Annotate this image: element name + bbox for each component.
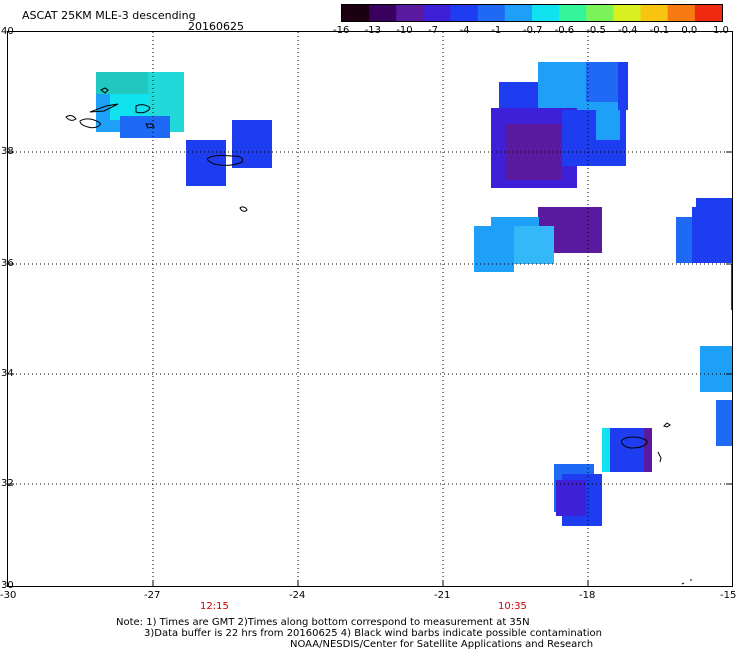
data-patch <box>692 207 732 263</box>
colorbar-tick-label: -0.6 <box>554 25 575 36</box>
colorbar-swatch <box>504 5 533 21</box>
colorbar-swatch <box>694 5 723 21</box>
lat-label-34: 34 <box>1 368 14 379</box>
lon-label-30w: -30 <box>0 590 17 601</box>
graticule <box>8 32 732 586</box>
data-patch <box>474 226 514 272</box>
colorbar-tick-label: -10 <box>396 25 413 36</box>
data-patch <box>186 140 226 186</box>
colorbar-swatch <box>369 5 397 21</box>
colorbar-swatch <box>450 5 479 21</box>
coastlines <box>65 87 692 585</box>
data-patch <box>96 72 148 94</box>
colorbar-tick-label: -1 <box>491 25 502 36</box>
colorbar-tick-label: -0.7 <box>523 25 543 36</box>
colorbar-swatch <box>396 5 424 21</box>
colorbar-swatch <box>613 5 642 21</box>
colorbar-tick-label: -7 <box>428 25 438 36</box>
colorbar-swatch <box>586 5 614 21</box>
data-patch <box>514 226 554 264</box>
colorbar-swatch <box>477 5 506 21</box>
colorbar-tick-label: -0.1 <box>649 25 670 36</box>
colorbar-tick-label: 1.0 <box>713 25 729 36</box>
data-patch <box>644 428 652 472</box>
colorbar <box>341 4 723 22</box>
swath-data <box>96 62 733 526</box>
data-patch <box>696 198 732 210</box>
pass-time-1: 12:15 <box>200 601 229 612</box>
data-patch <box>602 428 610 472</box>
data-patch <box>716 400 732 446</box>
lat-label-38: 38 <box>1 146 14 157</box>
lat-label-32: 32 <box>1 478 14 489</box>
lat-label-36: 36 <box>1 258 14 269</box>
note-line-3: NOAA/NESDIS/Center for Satellite Applica… <box>290 639 594 650</box>
colorbar-tick-label: -0.5 <box>586 25 606 36</box>
colorbar-tick-label: -13 <box>364 25 381 36</box>
note-line-2: 3)Data buffer is 22 hrs from 20160625 4)… <box>144 628 602 639</box>
lat-label-40: 40 <box>1 26 14 37</box>
data-patch <box>232 120 272 168</box>
lon-label-18w: -18 <box>579 590 596 601</box>
lon-label-27w: -27 <box>144 590 161 601</box>
map-date: 20160625 <box>188 20 244 33</box>
colorbar-tick-label: 0.0 <box>681 25 698 36</box>
axis-ticks <box>8 151 732 586</box>
colorbar-tick-label: -16 <box>333 25 350 36</box>
lon-label-21w: -21 <box>434 590 451 601</box>
data-patch <box>110 94 150 120</box>
data-patch <box>120 116 170 138</box>
data-patch <box>596 110 620 140</box>
colorbar-border <box>341 4 723 22</box>
colorbar-swatch <box>532 5 560 21</box>
colorbar-swatch <box>640 5 669 21</box>
pass-time-2: 10:35 <box>498 601 527 612</box>
note-line-1: Note: 1) Times are GMT 2)Times along bot… <box>116 617 530 628</box>
colorbar-swatch <box>559 5 587 21</box>
colorbar-swatch <box>667 5 696 21</box>
lon-label-24w: -24 <box>289 590 306 601</box>
lat-label-30: 30 <box>1 580 14 591</box>
data-patch <box>556 480 586 516</box>
colorbar-tick-label: -4 <box>459 25 470 36</box>
colorbar-tick-label: -0.4 <box>618 25 638 36</box>
map-title: ASCAT 25KM MLE-3 descending <box>22 9 196 22</box>
colorbar-swatch <box>423 5 452 21</box>
colorbar-swatch <box>342 5 370 21</box>
data-patch <box>700 346 732 392</box>
map-frame <box>7 31 733 587</box>
data-patch <box>618 62 628 110</box>
lon-label-15w: -15 <box>720 590 737 601</box>
